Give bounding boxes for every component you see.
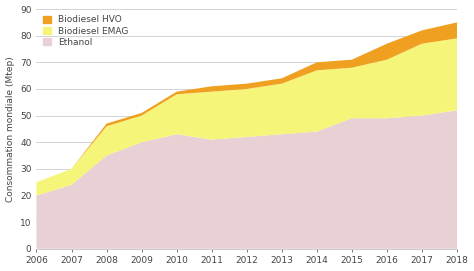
- Y-axis label: Consommation mondiale (Mtep): Consommation mondiale (Mtep): [6, 56, 15, 202]
- Legend: Biodiesel HVO, Biodiesel EMAG, Ethanol: Biodiesel HVO, Biodiesel EMAG, Ethanol: [41, 14, 130, 49]
